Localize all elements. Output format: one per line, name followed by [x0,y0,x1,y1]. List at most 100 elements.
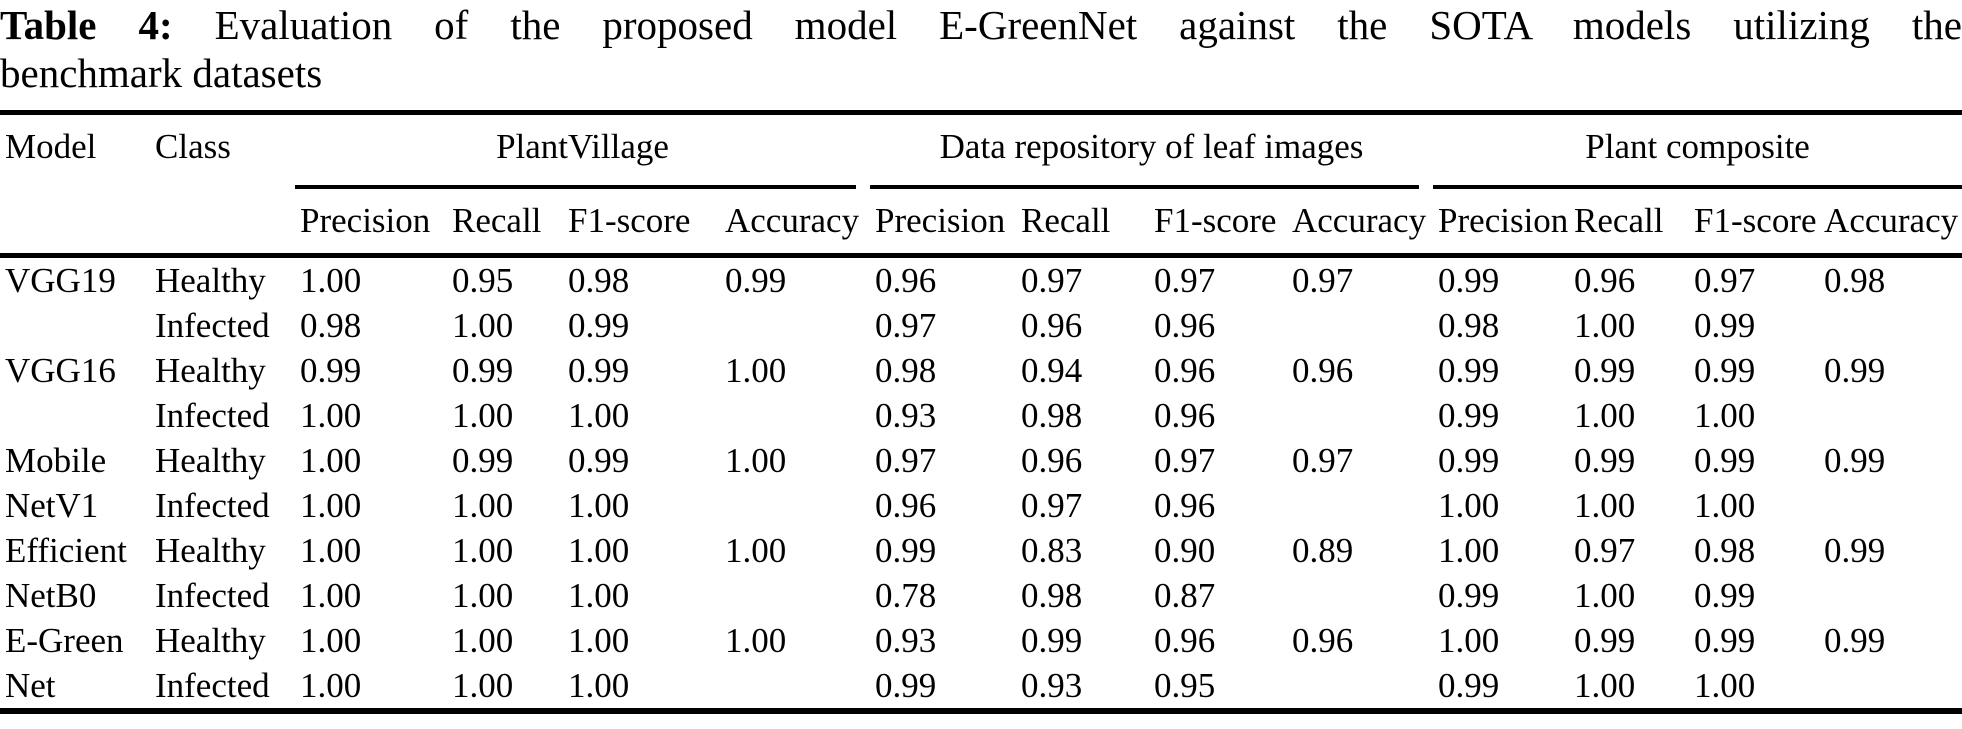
cell-value: 1.00 [568,665,630,705]
cell-value: 0.99 [1438,575,1500,615]
cell-value: 0.99 [1574,440,1636,480]
cell-value: 0.98 [875,350,937,390]
cell-value [1287,393,1433,438]
table-caption: Table 4: Evaluation of the proposed mode… [0,0,1962,97]
cell-value: 0.96 [1154,350,1216,390]
cell-value: 1.00 [1438,485,1500,525]
cell-value: 0.96 [1021,440,1083,480]
cell-value [720,393,870,438]
cell-value [1819,573,1962,618]
metric-header-precision: Precision [300,201,431,240]
group-label-data-repository: Data repository of leaf images [939,127,1364,166]
table-row: Infected 1.00 1.00 1.00 0.93 0.98 0.96 0.99 1.00… [0,393,1962,438]
cell-value: 0.99 [725,260,787,300]
cell-value: 0.99 [875,665,937,705]
cell-value: 0.96 [875,485,937,525]
cell-value: 0.95 [1154,665,1216,705]
cell-class: Infected [155,305,270,345]
cell-value [1819,663,1962,711]
metric-header-precision: Precision [1438,201,1569,240]
cell-value: 0.99 [300,350,362,390]
group-header-plant-composite: Plant composite [1433,113,1962,189]
cell-value: 1.00 [568,485,630,525]
cell-value: 1.00 [1574,575,1636,615]
cell-value: 0.98 [1438,305,1500,345]
cell-value: 0.98 [300,305,362,345]
caption-line-2: benchmark datasets [0,50,323,96]
cell-value: 0.96 [1292,620,1354,660]
cell-value: 1.00 [725,620,787,660]
metric-header-f1-score: F1-score [1694,201,1817,240]
cell-class: Healthy [155,260,266,300]
cell-value: 1.00 [568,575,630,615]
cell-value: 0.99 [1694,620,1756,660]
cell-value: 0.99 [1438,440,1500,480]
metric-header-f1-score: F1-score [568,201,691,240]
cell-value: 1.00 [1574,485,1636,525]
cell-value: 1.00 [725,530,787,570]
cell-value: 1.00 [1574,305,1636,345]
cell-value: 0.98 [1021,575,1083,615]
cell-value: 0.98 [1694,530,1756,570]
cell-value [720,303,870,348]
cell-value [1287,483,1433,528]
metric-header-recall: Recall [1574,201,1664,240]
cell-value: 0.99 [1438,395,1500,435]
cell-model: E-Green [5,620,124,660]
cell-value: 0.95 [452,260,514,300]
cell-value: 0.97 [1694,260,1756,300]
cell-value [720,483,870,528]
cell-value: 1.00 [300,260,362,300]
cell-value: 1.00 [568,530,630,570]
cell-value: 0.99 [1574,350,1636,390]
cell-model [0,303,150,348]
cell-value: 0.98 [1021,395,1083,435]
group-label-plantvillage: PlantVillage [496,127,669,166]
cell-value [1819,483,1962,528]
group-rule [295,185,856,189]
cell-value: 1.00 [452,485,514,525]
cell-value: 0.98 [1824,260,1886,300]
metric-header-accuracy: Accuracy [725,201,860,240]
metric-header-f1-score: F1-score [1154,201,1277,240]
cell-value [1819,303,1962,348]
group-header-row: Model Class PlantVillage Data repository… [0,113,1962,189]
cell-value: 1.00 [300,665,362,705]
cell-value: 0.93 [1021,665,1083,705]
cell-class: Infected [155,665,270,705]
cell-model: VGG16 [5,350,116,390]
cell-value: 0.97 [1292,440,1354,480]
cell-value: 1.00 [725,350,787,390]
cell-value: 0.99 [1694,440,1756,480]
cell-value: 1.00 [300,440,362,480]
cell-value: 0.96 [1154,620,1216,660]
cell-value: 0.99 [568,305,630,345]
cell-value: 1.00 [300,485,362,525]
cell-class: Healthy [155,620,266,660]
cell-value: 1.00 [568,620,630,660]
cell-value: 0.99 [1694,350,1756,390]
cell-value [720,573,870,618]
cell-value: 0.99 [1824,620,1886,660]
cell-model [0,393,150,438]
cell-value: 0.99 [1438,350,1500,390]
cell-value: 0.90 [1154,530,1216,570]
cell-class: Infected [155,485,270,525]
cell-value: 1.00 [725,440,787,480]
cell-value: 1.00 [452,620,514,660]
cell-class: Healthy [155,440,266,480]
cell-value: 0.99 [1438,260,1500,300]
cell-value: 1.00 [1438,530,1500,570]
cell-model: NetV1 [5,485,99,525]
cell-value: 0.96 [875,260,937,300]
cell-value: 1.00 [452,395,514,435]
cell-value: 0.97 [1292,260,1354,300]
results-table: Model Class PlantVillage Data repository… [0,110,1962,714]
table-row: NetB0 Infected 1.00 1.00 1.00 0.78 0.98 0.87 0.9… [0,573,1962,618]
cell-value: 1.00 [568,395,630,435]
group-rule [870,185,1420,189]
cell-value: 1.00 [300,530,362,570]
cell-value: 0.97 [1154,440,1216,480]
cell-value [1287,573,1433,618]
